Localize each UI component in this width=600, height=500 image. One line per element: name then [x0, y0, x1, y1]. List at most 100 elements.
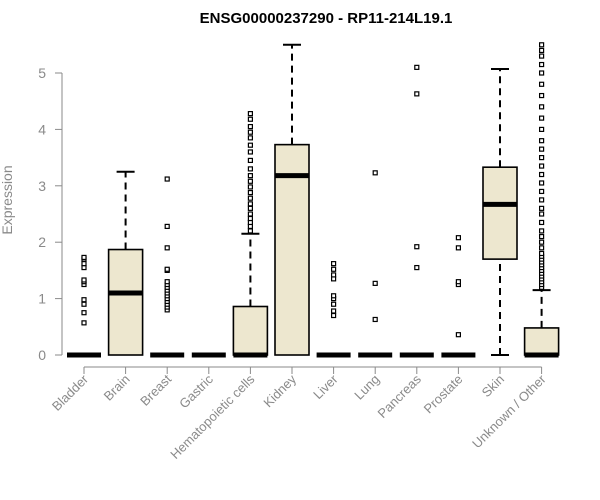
outlier-point: [247, 201, 253, 207]
box-group: [482, 68, 518, 356]
outlier-point: [372, 280, 378, 286]
outlier-point: [164, 176, 170, 182]
box-body: [232, 305, 269, 356]
box-group: [232, 111, 269, 358]
box-group: [274, 43, 310, 356]
box-group: [67, 254, 101, 358]
outlier-point: [538, 163, 545, 169]
outlier-point: [538, 70, 545, 76]
outlier-point: [414, 91, 420, 97]
x-tick-label: Skin: [479, 372, 507, 400]
box-group: [523, 42, 560, 358]
y-tick-label: 2: [38, 234, 46, 250]
box-body: [482, 166, 518, 260]
outlier-point: [372, 316, 378, 323]
outlier-point: [538, 219, 545, 226]
outlier-point: [455, 332, 461, 338]
x-tick-label: Kidney: [260, 371, 299, 410]
outlier-point: [538, 92, 545, 99]
outlier-point: [538, 115, 545, 121]
outlier-point: [331, 308, 337, 314]
outlier-point: [538, 42, 545, 48]
outlier-point: [247, 195, 253, 201]
outlier-point: [414, 264, 420, 271]
outlier-point: [414, 244, 420, 250]
outlier-point: [247, 205, 253, 211]
x-tick-label: Lung: [351, 372, 382, 403]
outlier-point: [538, 126, 545, 133]
outlier-point: [538, 81, 545, 87]
outlier-point: [247, 178, 253, 184]
outlier-point: [538, 53, 545, 59]
outlier-point: [81, 277, 87, 283]
outlier-point: [538, 155, 545, 161]
box-group: [150, 176, 185, 358]
outlier-point: [81, 261, 87, 267]
outlier-point: [538, 228, 545, 234]
box-group: [441, 235, 476, 358]
outlier-point: [247, 189, 253, 196]
outlier-point: [247, 149, 253, 155]
plot-area: [67, 42, 560, 358]
outlier-point: [247, 228, 253, 234]
box-body: [523, 327, 560, 356]
box-group: [107, 170, 144, 356]
outlier-point: [247, 111, 253, 117]
outlier-point: [538, 239, 545, 245]
outlier-point: [538, 146, 545, 152]
outlier-point: [538, 104, 545, 110]
y-tick-label: 5: [38, 65, 46, 81]
outlier-point: [331, 261, 337, 267]
box-group: [316, 261, 351, 358]
outlier-point: [247, 116, 253, 122]
outlier-point: [331, 301, 337, 307]
outlier-point: [81, 254, 87, 261]
x-tick-label: Prostate: [421, 372, 466, 417]
outlier-point: [164, 279, 170, 285]
y-axis-label: Expression: [0, 165, 15, 234]
outlier-point: [331, 272, 337, 278]
outlier-point: [247, 123, 253, 130]
outlier-point: [164, 245, 170, 251]
outlier-point: [331, 293, 337, 299]
box-body: [274, 143, 310, 356]
outlier-point: [538, 205, 545, 211]
y-tick-label: 4: [38, 121, 46, 137]
outlier-point: [164, 266, 170, 272]
outlier-point: [247, 157, 253, 164]
outlier-point: [538, 180, 545, 186]
outlier-point: [538, 188, 545, 195]
box-group: [399, 64, 434, 358]
outlier-point: [372, 170, 378, 176]
outlier-point: [247, 211, 253, 217]
outlier-point: [164, 223, 170, 230]
x-tick-label: Liver: [310, 371, 341, 402]
outlier-point: [455, 245, 461, 251]
x-tick-label: Pancreas: [374, 371, 424, 421]
outlier-point: [81, 320, 87, 326]
outlier-point: [247, 173, 253, 179]
box-group: [358, 170, 393, 358]
x-tick-label: Gastric: [176, 371, 216, 411]
x-tick-label: Bladder: [49, 371, 92, 414]
y-axis: 0 1 2 3 4 5: [38, 65, 63, 363]
outlier-point: [538, 250, 545, 257]
outlier-point: [455, 279, 461, 285]
outlier-point: [538, 61, 545, 68]
outlier-point: [538, 245, 545, 251]
outlier-point: [538, 47, 545, 54]
outlier-point: [538, 138, 545, 144]
x-tick-label: Breast: [137, 371, 174, 408]
x-tick-label: Brain: [101, 372, 133, 404]
outlier-point: [247, 184, 253, 190]
outlier-point: [538, 233, 545, 240]
outlier-point: [81, 310, 87, 316]
outlier-point: [538, 211, 545, 217]
outlier-point: [538, 171, 545, 178]
y-tick-label: 3: [38, 178, 46, 194]
outlier-point: [81, 301, 87, 307]
outlier-point: [455, 235, 461, 241]
outlier-point: [81, 297, 87, 303]
chart-title: ENSG00000237290 - RP11-214L19.1: [200, 10, 453, 27]
